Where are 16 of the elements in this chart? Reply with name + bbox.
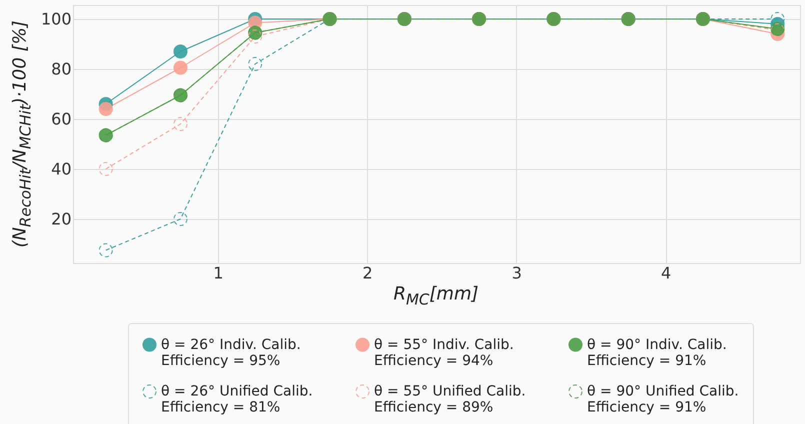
x-tick-label: 4: [661, 264, 672, 282]
y-tick-label: 100: [40, 10, 72, 28]
x-tick-label: 3: [512, 264, 522, 282]
legend-label: θ = 26° Indiv. Calib. Efficiency = 95%: [161, 336, 301, 369]
x-tick-label: 1: [213, 264, 224, 282]
x-tick-label: 2: [362, 264, 373, 282]
x-axis-title: R$_{MC}$[mm]: [393, 284, 479, 308]
y-tick-label: 60: [51, 110, 72, 128]
legend-label: θ = 90° Indiv. Calib. Efficiency = 91%: [587, 336, 727, 369]
legend-label: θ = 55° Indiv. Calib. Efficiency = 94%: [374, 336, 514, 369]
y-tick-label: 40: [51, 160, 72, 178]
legend-label: θ = 55° Unified Calib. Efficiency = 89%: [374, 384, 526, 416]
legend-label: θ = 26° Unified Calib. Efficiency = 81%: [161, 384, 313, 416]
y-tick-label: 80: [51, 60, 72, 78]
y-tick-label: 20: [51, 210, 72, 228]
legend-label: θ = 90° Unified Calib. Efficiency = 91%: [587, 384, 739, 416]
